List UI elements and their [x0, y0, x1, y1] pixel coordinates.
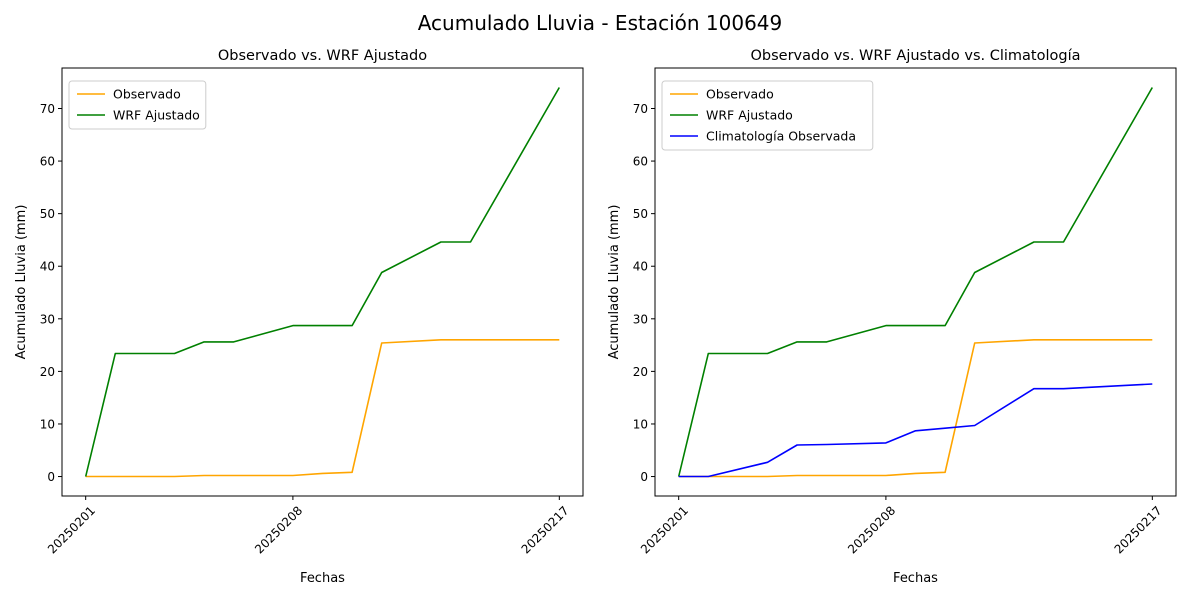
x-tick-label: 20250208	[845, 503, 898, 556]
x-tick-label: 20250217	[1112, 503, 1165, 556]
y-tick-label: 40	[40, 260, 55, 274]
x-tick-label: 20250201	[638, 503, 691, 556]
legend-label: Observado	[706, 87, 774, 102]
subplot-title: Observado vs. WRF Ajustado	[218, 48, 427, 64]
y-tick-label: 70	[633, 102, 648, 116]
series-line-1	[85, 338, 560, 478]
y-axis-label: Acumulado Lluvia (mm)	[607, 205, 622, 360]
x-tick-label: 20250208	[252, 503, 305, 556]
x-tick-label: 20250201	[45, 503, 98, 556]
series-line-1	[678, 338, 1153, 478]
legend-box	[661, 80, 874, 151]
y-tick-label: 10	[40, 417, 55, 431]
y-tick-label: 50	[633, 207, 648, 221]
legend-label: WRF Ajustado	[113, 108, 200, 123]
x-axis-label: Fechas	[300, 571, 345, 586]
y-axis-label: Acumulado Lluvia (mm)	[14, 205, 29, 360]
y-tick-label: 0	[640, 470, 648, 484]
x-tick-label: 20250217	[519, 503, 572, 556]
legend-label: Climatología Observada	[706, 129, 856, 144]
subplot-1: Observado vs. WRF Ajustado 0 10 20 30 40 50 60 7…	[14, 48, 584, 586]
y-tick-label: 60	[633, 155, 648, 169]
series-line-2	[677, 87, 1153, 477]
legend-label: Observado	[113, 87, 181, 102]
axes-frame	[61, 67, 584, 497]
series-line-3	[678, 383, 1153, 478]
y-tick-label: 50	[40, 207, 55, 221]
y-tick-label: 20	[40, 365, 55, 379]
subplot-2: Observado vs. WRF Ajustado vs. Climatolo…	[607, 48, 1177, 586]
legend-label: WRF Ajustado	[706, 108, 793, 123]
y-tick-label: 20	[633, 365, 648, 379]
axes-frame	[654, 67, 1177, 497]
legend-box	[68, 80, 207, 130]
x-axis-label: Fechas	[893, 571, 938, 586]
y-tick-label: 60	[40, 155, 55, 169]
y-tick-label: 30	[633, 312, 648, 326]
y-tick-label: 30	[40, 312, 55, 326]
y-tick-label: 70	[40, 102, 55, 116]
series-line-2	[84, 87, 560, 477]
y-tick-label: 10	[633, 417, 648, 431]
figure-suptitle: Acumulado Lluvia - Estación 100649	[418, 11, 783, 35]
y-tick-label: 40	[633, 260, 648, 274]
y-tick-label: 0	[47, 470, 55, 484]
subplot-title: Observado vs. WRF Ajustado vs. Climatolo…	[751, 48, 1081, 64]
